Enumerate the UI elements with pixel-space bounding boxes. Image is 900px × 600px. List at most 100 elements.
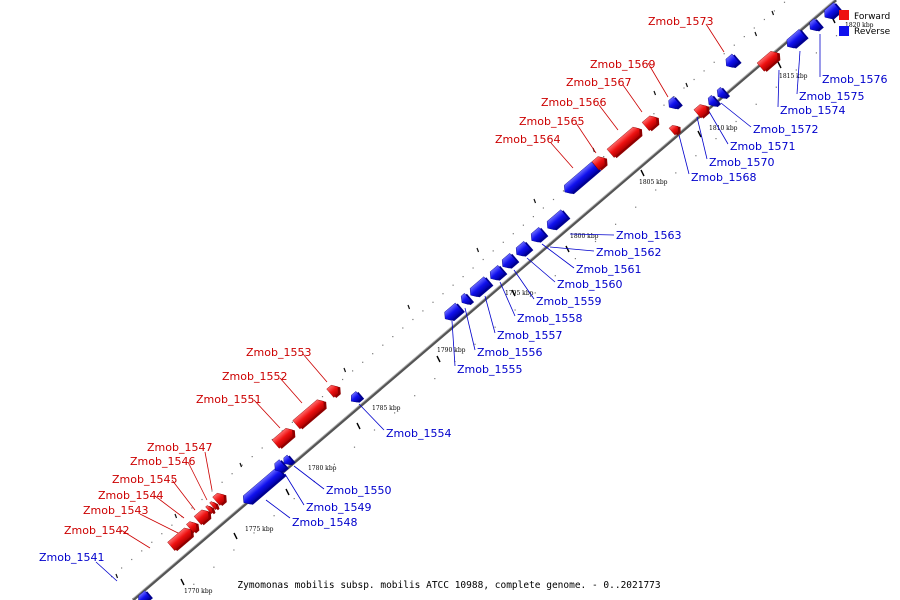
gene-feature-zmob_1558[interactable] [487,264,508,284]
gene-label-zmob_1559[interactable]: Zmob_1559 [536,295,601,308]
leader-line [513,269,535,300]
kbp-tick-label: 1785 kbp [372,405,401,412]
gene-label-zmob_1541[interactable]: Zmob_1541 [39,551,104,564]
legend-reverse-label: Reverse [854,27,891,37]
kbp-tick-mark [511,289,516,297]
gene-label-zmob_1546[interactable]: Zmob_1546 [130,455,195,468]
gene-label-zmob_1549[interactable]: Zmob_1549 [306,501,371,514]
gene-feature-zmob_1555[interactable] [442,302,465,325]
gene-label-zmob_1560[interactable]: Zmob_1560 [557,278,622,291]
gene-label-zmob_1551[interactable]: Zmob_1551 [196,393,261,406]
gene-feature-zmob_1573[interactable] [756,48,783,73]
gene-label-zmob_1574[interactable]: Zmob_1574 [780,104,845,117]
gene-feature-zmob_1562[interactable] [544,209,571,234]
gene-label-zmob_1568[interactable]: Zmob_1568 [691,171,756,184]
leader-line [526,257,556,283]
kbp-tick-mark [565,245,570,253]
kbp-tick-mark [285,488,290,496]
gene-feature-zmob_1566[interactable] [641,112,662,132]
gene-feature-zmob_1572[interactable] [723,53,742,72]
leader-line [253,399,281,429]
legend-reverse-swatch [839,26,849,36]
gene-feature-zmob_1548[interactable] [240,466,287,508]
gene-label-zmob_1557[interactable]: Zmob_1557 [497,329,562,342]
gene-feature-zmob_1551[interactable] [271,425,298,450]
gene-label-zmob_1548[interactable]: Zmob_1548 [292,516,357,529]
leader-line [187,461,208,501]
kbp-tick-label: 1800 kbp [570,233,599,240]
leader-line [358,403,385,431]
gene-feature-zmob_1556[interactable] [458,292,475,308]
gene-feature-zmob_1574[interactable] [784,28,809,52]
leader-line [647,62,669,98]
gene-label-zmob_1570[interactable]: Zmob_1570 [709,156,774,169]
leader-line [204,451,213,491]
gene-feature-zmob_1568[interactable] [666,96,683,113]
gene-feature-zmob_1564[interactable] [591,153,611,172]
gene-label-zmob_1545[interactable]: Zmob_1545 [112,473,177,486]
genome-backbone [132,0,837,600]
gene-label-zmob_1567[interactable]: Zmob_1567 [566,76,631,89]
kbp-tick-mark [697,130,702,138]
gene-feature-zmob_1575[interactable] [807,18,824,35]
gene-label-zmob_1561[interactable]: Zmob_1561 [576,263,641,276]
leader-line [120,529,151,549]
gene-feature-zmob_1567[interactable] [668,122,683,137]
gene-label-zmob_1555[interactable]: Zmob_1555 [457,363,522,376]
gene-label-zmob_1566[interactable]: Zmob_1566 [541,96,606,109]
legend-forward-label: Forward [854,12,890,22]
gene-label-zmob_1564[interactable]: Zmob_1564 [495,133,560,146]
gene-label-zmob_1552[interactable]: Zmob_1552 [222,370,287,383]
gene-label-zmob_1571[interactable]: Zmob_1571 [730,140,795,153]
gene-feature-zmob_1560[interactable] [513,240,534,260]
gene-label-zmob_1563[interactable]: Zmob_1563 [616,229,681,242]
gene-feature-zmob_1545[interactable] [205,503,217,515]
gene-label-zmob_1554[interactable]: Zmob_1554 [386,427,451,440]
gene-feature-zmob_1549[interactable] [272,459,289,476]
gene-label-zmob_1542[interactable]: Zmob_1542 [64,524,129,537]
gene-label-zmob_1547[interactable]: Zmob_1547 [147,441,212,454]
gene-feature-zmob_1563[interactable] [561,161,602,198]
gene-feature-zmob_1570[interactable] [705,94,722,110]
gene-label-zmob_1573[interactable]: Zmob_1573 [648,15,713,28]
gene-label-zmob_1572[interactable]: Zmob_1572 [753,123,818,136]
gene-feature-zmob_1550[interactable] [281,454,296,469]
gene-feature-zmob_1553[interactable] [326,382,344,399]
leader-line [464,307,476,351]
gene-label-zmob_1569[interactable]: Zmob_1569 [590,58,655,71]
gene-feature-zmob_1569[interactable] [693,101,713,120]
legend: Forward Reverse [839,10,891,37]
gene-label-zmob_1550[interactable]: Zmob_1550 [326,484,391,497]
gene-feature-zmob_1544[interactable] [193,506,214,526]
leader-line [293,465,325,490]
leader-line [451,320,456,367]
gene-label-zmob_1562[interactable]: Zmob_1562 [596,246,661,259]
kbp-tick-label: 1770 kbp [184,588,213,595]
gene-feature-zmob_1565[interactable] [606,124,645,160]
gene-feature-zmob_1547[interactable] [212,490,230,507]
gene-label-zmob_1576[interactable]: Zmob_1576 [822,73,887,86]
gene-feature-zmob_1576[interactable] [821,2,844,23]
gene-label-zmob_1553[interactable]: Zmob_1553 [246,346,311,359]
leader-line [541,243,575,269]
gene-feature-zmob_1559[interactable] [499,252,520,272]
gene-label-zmob_1575[interactable]: Zmob_1575 [799,90,864,103]
leader-line [706,107,729,145]
gene-label-zmob_1558[interactable]: Zmob_1558 [517,312,582,325]
kbp-tick-mark [180,578,185,586]
gene-feature-zmob_1542[interactable] [167,524,197,552]
gene-label-zmob_1543[interactable]: Zmob_1543 [83,504,148,517]
gene-feature-zmob_1561[interactable] [528,226,549,246]
gene-feature-zmob_1546[interactable] [209,499,221,511]
gene-feature-zmob_1543[interactable] [186,518,202,534]
gene-label-zmob_1544[interactable]: Zmob_1544 [98,489,163,502]
kbp-tick-label: 1815 kbp [779,73,808,80]
gene-feature-zmob_1552[interactable] [292,396,330,430]
gene-feature-zmob_1554[interactable] [348,390,365,406]
gene-feature-zmob_1571[interactable] [714,86,731,102]
gene-feature-zmob_1557[interactable] [467,276,494,301]
leader-line [796,50,801,95]
leader-line [720,102,752,128]
gene-label-zmob_1565[interactable]: Zmob_1565 [519,115,584,128]
gene-label-zmob_1556[interactable]: Zmob_1556 [477,346,542,359]
